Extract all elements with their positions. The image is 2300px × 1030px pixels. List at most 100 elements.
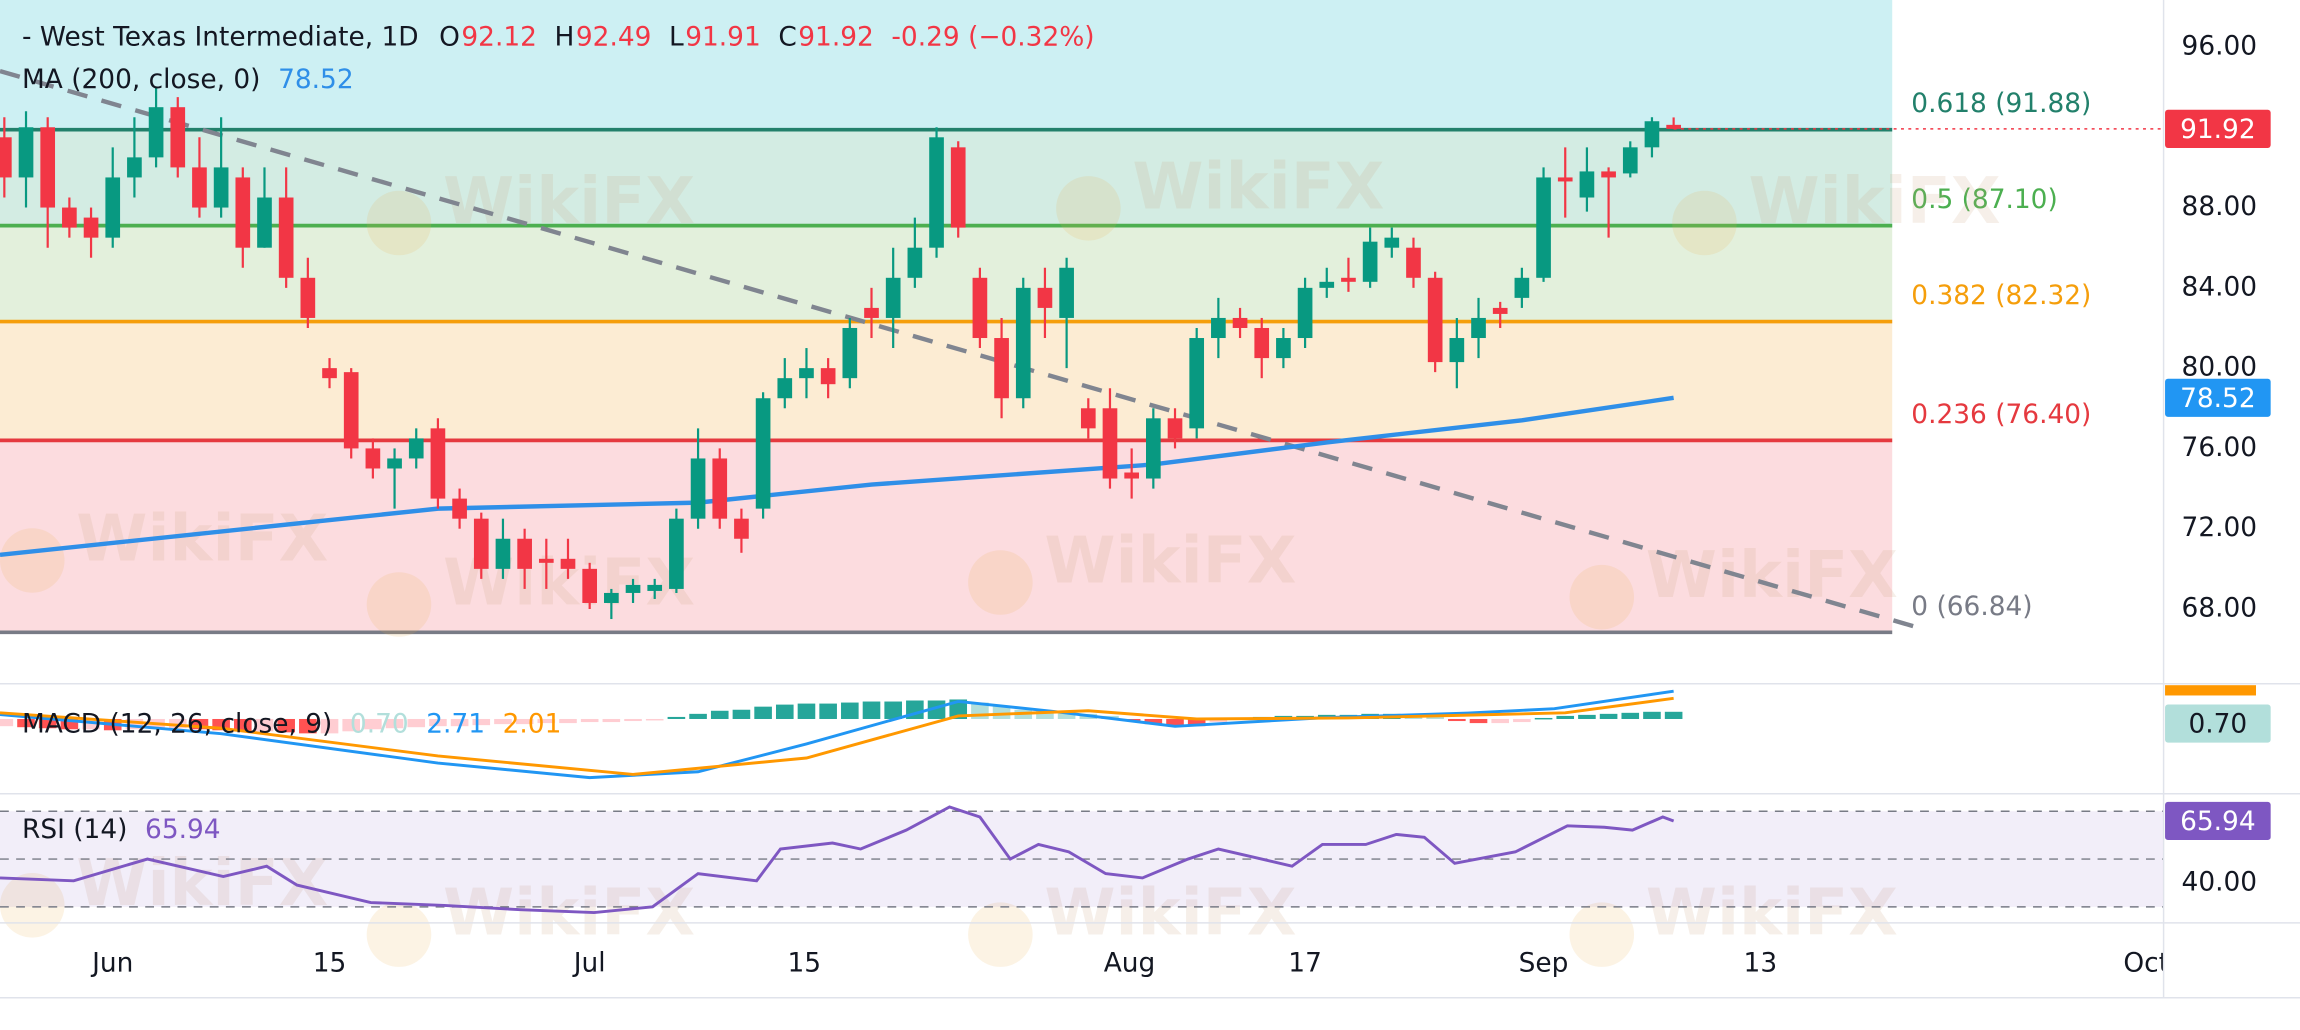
candle-body <box>257 197 272 248</box>
candle-body <box>755 398 771 509</box>
macd-histogram-bar <box>212 718 230 731</box>
candle-body <box>1297 287 1313 339</box>
macd-histogram-bar <box>1209 718 1228 723</box>
candle-body <box>560 558 576 569</box>
macd-legend-value: 2.01 <box>503 708 562 739</box>
macd-histogram-bar <box>0 718 14 727</box>
candle-body <box>452 498 467 519</box>
moving-average <box>0 395 1674 557</box>
x-tick-label: 13 <box>1744 947 1778 978</box>
ohlc-value: 92.12 <box>461 22 537 53</box>
macd-histogram-bar <box>277 718 295 733</box>
candle-body <box>669 518 684 589</box>
y-tick-label: 40.00 <box>2182 866 2258 897</box>
watermark-logo <box>968 550 1033 615</box>
macd-histogram-bar <box>537 718 556 724</box>
candle-body <box>972 277 988 339</box>
watermark: WikiFX <box>1044 523 1296 598</box>
macd-histogram-bar <box>1426 715 1444 719</box>
y-tick-label: 96.00 <box>2182 30 2258 61</box>
fib-zone <box>0 129 1893 226</box>
x-tick-label: 15 <box>313 947 347 978</box>
y-tick-label: 72.00 <box>2182 512 2258 543</box>
watermark-logo <box>1672 190 1737 256</box>
macd-histogram-bar <box>1513 718 1531 723</box>
macd-histogram-bar <box>38 718 57 729</box>
macd-histogram-bar <box>1057 712 1076 719</box>
macd-histogram-bar <box>624 718 642 722</box>
macd-histogram-bar <box>1036 710 1054 719</box>
fib-label: 0 (66.84) <box>1911 591 2032 622</box>
macd-histogram-bar <box>1621 712 1640 719</box>
macd-histogram-bar <box>689 713 707 719</box>
ohlc-label: O <box>439 22 460 53</box>
rsi-legend: RSI (14) <box>22 814 127 845</box>
candle-body <box>408 438 424 459</box>
price-axis: 68.00 72.00 76.00 80.00 84.00 88.00 96.00 91.92… <box>2162 0 2300 998</box>
candle-body <box>1167 418 1183 439</box>
candle-body <box>1211 317 1226 339</box>
candle-body <box>430 428 446 499</box>
macd-histogram-bar <box>559 718 577 724</box>
y-tick-label: 80.00 <box>2182 352 2258 383</box>
macd-histogram-bar <box>1556 715 1575 719</box>
macd-histogram-bar <box>1491 718 1510 724</box>
last-price-tag: 91.92 <box>2180 114 2256 145</box>
y-tick-label: 68.00 <box>2182 592 2258 623</box>
fib-label: 0.618 (91.88) <box>1911 88 2091 119</box>
candle-body <box>148 107 164 158</box>
candle-body <box>300 277 316 318</box>
candle-body <box>1319 281 1335 288</box>
macd-histogram-bar <box>342 718 361 732</box>
macd-histogram-bar <box>775 704 794 719</box>
candle-body <box>62 207 77 228</box>
price-axis-bg <box>2163 0 2300 998</box>
candle-body <box>1644 121 1660 148</box>
fib-label: 0.382 (82.32) <box>1911 280 2091 311</box>
candle-body <box>235 177 251 248</box>
fib-zone <box>0 440 1893 633</box>
ma-tag-bg <box>2165 378 2271 417</box>
candle-body <box>907 247 923 278</box>
candle-body <box>1015 287 1031 399</box>
macd-histogram-bar <box>17 718 35 728</box>
last-price-tag-bg <box>2165 109 2271 148</box>
y-tick-label: 88.00 <box>2182 191 2258 222</box>
candle-body <box>1232 317 1248 328</box>
macd-histogram-bar <box>819 703 837 719</box>
candle-body <box>1427 277 1443 363</box>
watermark-logo <box>968 902 1033 967</box>
candle-body <box>1557 177 1573 182</box>
candle-body <box>170 107 186 168</box>
candle-body <box>0 137 12 178</box>
watermark-logo <box>366 190 432 256</box>
watermark: WikiFX <box>443 164 695 239</box>
rsi-legend-value: 65.94 <box>145 814 221 845</box>
trendline <box>0 68 1918 630</box>
ohlc-value: 91.92 <box>798 22 874 53</box>
candle-body <box>799 368 814 379</box>
macd-histogram-bar <box>732 709 751 719</box>
candle-body <box>842 327 858 379</box>
macd-histogram-bar <box>797 703 816 719</box>
macd-signal-tag-edge <box>2165 685 2256 696</box>
macd-histogram-bar <box>645 718 664 721</box>
x-tick-label: Aug <box>1104 947 1156 978</box>
macd-tag-bg <box>2165 704 2271 743</box>
candle-body <box>213 167 229 208</box>
candle-body <box>690 458 706 519</box>
candle-body <box>1341 277 1356 282</box>
chart-title: - West Texas Intermediate, 1D <box>22 22 419 53</box>
ohlc-label: C <box>778 22 796 53</box>
candle-body <box>885 277 901 318</box>
candle-body <box>1276 338 1291 359</box>
fib-zone <box>0 225 1893 322</box>
candle-body <box>83 217 99 238</box>
macd-histogram-bar <box>884 701 902 719</box>
candle-body <box>864 307 879 318</box>
plot-area: 0.618 (91.88) 0.5 (87.10) 0.382 (82.32) 0.2… <box>0 0 2164 978</box>
macd-histogram-bar <box>82 718 100 730</box>
macd-histogram-bar <box>1144 718 1163 725</box>
candle-body <box>343 372 359 449</box>
candle-body <box>1666 124 1681 129</box>
